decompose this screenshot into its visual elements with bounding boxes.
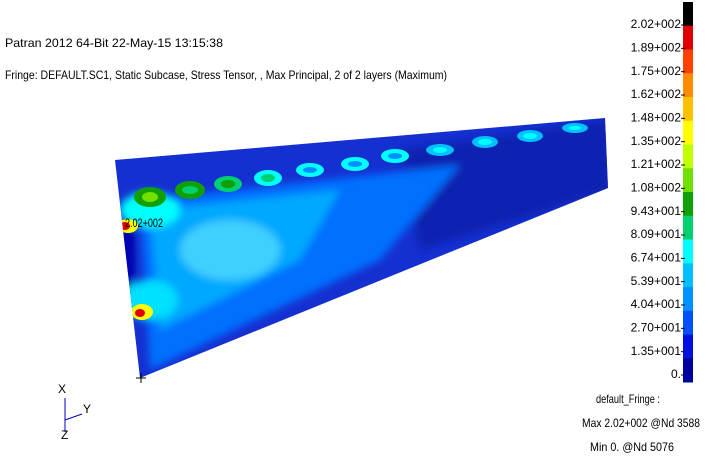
legend-swatch <box>683 358 693 382</box>
legend-label: 4.04+001 <box>631 297 682 311</box>
legend-label: 1.48+002 <box>631 111 682 125</box>
legend-label: 1.75+002 <box>631 64 682 78</box>
triad-x: X <box>58 382 66 396</box>
legend-label: 5.39+001 <box>631 274 682 288</box>
legend-swatch <box>683 287 693 311</box>
legend-swatch <box>683 97 693 121</box>
header-subtitle: Fringe: DEFAULT.SC1, Static Subcase, Str… <box>5 68 447 82</box>
legend-label: 2.70+001 <box>631 321 682 335</box>
max-annotation: 2.02+002 <box>125 216 163 230</box>
legend-swatch <box>683 263 693 287</box>
legend-label: 1.35+002 <box>631 134 682 148</box>
legend-label: 6.74+001 <box>631 251 682 265</box>
legend-swatch <box>683 192 693 216</box>
footer-line: default_Fringe : <box>596 392 660 406</box>
legend-swatch <box>683 311 693 335</box>
footer-line: Max 2.02+002 @Nd 3588 <box>582 416 700 430</box>
footer-line: Min 0. @Nd 5076 <box>590 440 674 454</box>
legend-swatch <box>683 335 693 359</box>
legend-label: 1.62+002 <box>631 87 682 101</box>
legend-swatch <box>683 26 693 50</box>
legend-label: 1.08+002 <box>631 181 682 195</box>
triad <box>65 398 82 432</box>
legend-swatch <box>683 240 693 264</box>
legend-label: 8.09+001 <box>631 227 682 241</box>
legend-swatch <box>683 168 693 192</box>
legend-label: 1.89+002 <box>631 41 682 55</box>
legend-label: 2.02+002 <box>631 17 682 31</box>
legend-label: 1.21+002 <box>631 157 682 171</box>
legend-label: 9.43+001 <box>631 204 682 218</box>
triad-y: Y <box>83 402 91 416</box>
legend-swatch <box>683 50 693 74</box>
legend-swatch <box>683 216 693 240</box>
header-title: Patran 2012 64-Bit 22-May-15 13:15:38 <box>5 36 223 50</box>
legend-label: 0. <box>671 367 681 381</box>
legend-swatch <box>683 2 693 26</box>
legend-label: 1.35+001 <box>631 344 682 358</box>
fringe-legend: 2.02+002 1.89+002 1.75+002 1.62+002 1.48+002… <box>631 2 693 383</box>
patran-viewport: Patran 2012 64-Bit 22-May-15 13:15:38 Fr… <box>0 0 712 458</box>
triad-z: Z <box>61 428 68 442</box>
fringe-plot <box>100 110 620 390</box>
legend-swatch <box>683 73 693 97</box>
